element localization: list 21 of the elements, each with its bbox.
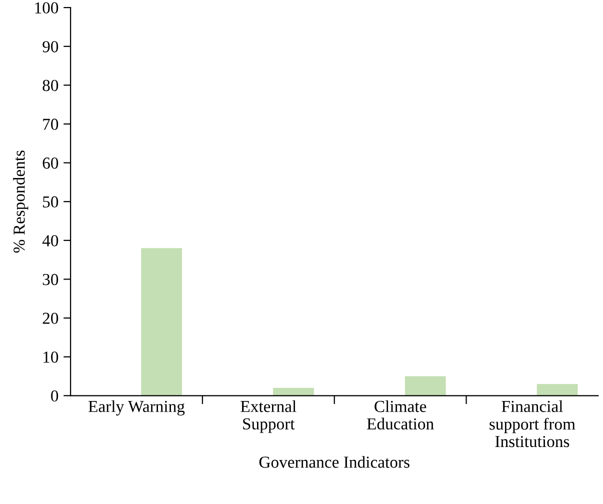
y-tick-label: 70 (43, 118, 58, 130)
x-tick-label: External Support (240, 400, 296, 433)
bar (273, 388, 314, 396)
x-axis-title: Governance Indicators (259, 456, 410, 468)
y-tick-label: 60 (42, 157, 58, 169)
y-tick-label: 30 (42, 274, 58, 286)
bar (404, 376, 446, 396)
bar (141, 248, 182, 396)
y-tick-label: 50 (43, 196, 58, 208)
y-axis-title: % Respondents (13, 150, 28, 253)
y-tick-label: 10 (44, 352, 58, 363)
y-tick-label: 80 (42, 80, 58, 92)
x-tick-label: Early Warning (88, 400, 185, 416)
x-tick-label: Financial support from Institutions (490, 400, 576, 448)
x-tick-label: Climate Education (367, 400, 434, 430)
y-tick-label: 0 (51, 390, 58, 402)
y-tick-label: 20 (42, 312, 58, 324)
y-tick-label: 90 (42, 41, 58, 52)
y-tick-label: 100 (35, 2, 58, 14)
bar (536, 384, 578, 396)
y-tick-label: 40 (42, 235, 58, 246)
